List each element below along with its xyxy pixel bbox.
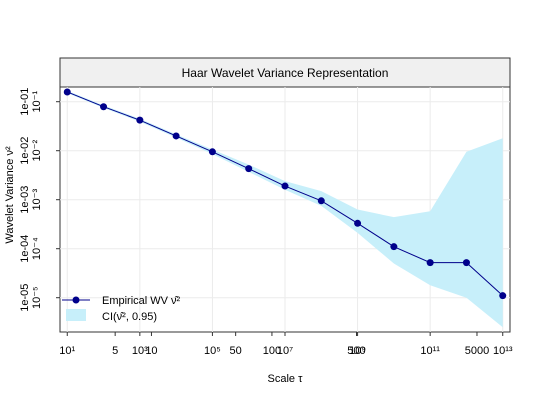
data-point: [354, 219, 362, 227]
y-tick-label-alt: 1e-02: [19, 137, 31, 165]
x-tick-label: 10¹³: [493, 345, 513, 357]
data-point: [136, 116, 144, 124]
data-point: [281, 182, 289, 190]
x-tick-label: 10⁷: [277, 345, 293, 357]
x-tick-label: 10¹: [59, 345, 75, 357]
chart-title: Haar Wavelet Variance Representation: [182, 66, 389, 80]
data-point: [390, 243, 398, 251]
y-tick-label-alt: 1e-05: [19, 284, 31, 312]
data-point: [317, 197, 325, 205]
data-point: [172, 132, 180, 140]
x-tick-label: 5000: [465, 345, 489, 357]
legend-label-ci: CI(ν̂², 0.95): [102, 311, 157, 323]
y-tick-label: 10⁻⁵: [31, 286, 43, 309]
y-axis-title: Wavelet Variance ν²: [4, 146, 16, 244]
data-point: [426, 259, 434, 267]
y-axis-ticks: 10⁻¹1e-01 10⁻²1e-02 10⁻³1e-03 10⁻⁴1e-04 10⁻⁵…: [19, 88, 60, 312]
legend-point-swatch: [72, 296, 80, 304]
data-point: [499, 292, 507, 300]
x-tick-label: 10⁵: [204, 345, 221, 357]
data-point: [208, 148, 216, 156]
y-tick-label: 10⁻¹: [31, 91, 43, 113]
x-tick-label: 10¹¹: [420, 345, 440, 357]
y-tick-label-alt: 1e-01: [19, 88, 31, 116]
y-tick-label: 10⁻²: [31, 140, 43, 162]
y-tick-label-alt: 1e-03: [19, 186, 31, 214]
y-tick-label-alt: 1e-04: [19, 235, 31, 263]
legend-label-empirical: Empirical WV ν̂²: [102, 295, 181, 307]
y-tick-label: 10⁻³: [31, 189, 43, 211]
x-axis-title: Scale τ: [268, 373, 304, 385]
x-tick-label: 100: [263, 345, 281, 357]
grid-layer: [60, 87, 510, 332]
x-tick-label: 10⁹: [349, 345, 366, 357]
point-layer: [63, 88, 507, 300]
data-point: [245, 165, 253, 173]
legend: Empirical WV ν̂² CI(ν̂², 0.95): [62, 295, 181, 323]
x-tick-label: 10³: [132, 345, 148, 357]
legend-ci-swatch: [66, 309, 86, 321]
x-tick-label: 5: [112, 345, 118, 357]
x-tick-label: 500: [347, 345, 365, 357]
x-tick-label: 50: [230, 345, 242, 357]
data-point: [462, 259, 470, 267]
data-point: [63, 88, 71, 96]
y-tick-label: 10⁻⁴: [31, 237, 43, 260]
x-tick-label: 10: [145, 345, 157, 357]
title-strip: [59, 57, 511, 88]
data-point: [100, 103, 108, 111]
